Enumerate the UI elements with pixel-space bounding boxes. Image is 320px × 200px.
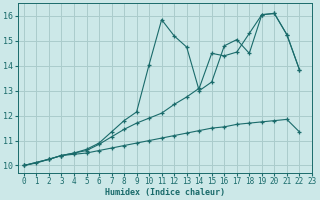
X-axis label: Humidex (Indice chaleur): Humidex (Indice chaleur): [105, 188, 225, 197]
